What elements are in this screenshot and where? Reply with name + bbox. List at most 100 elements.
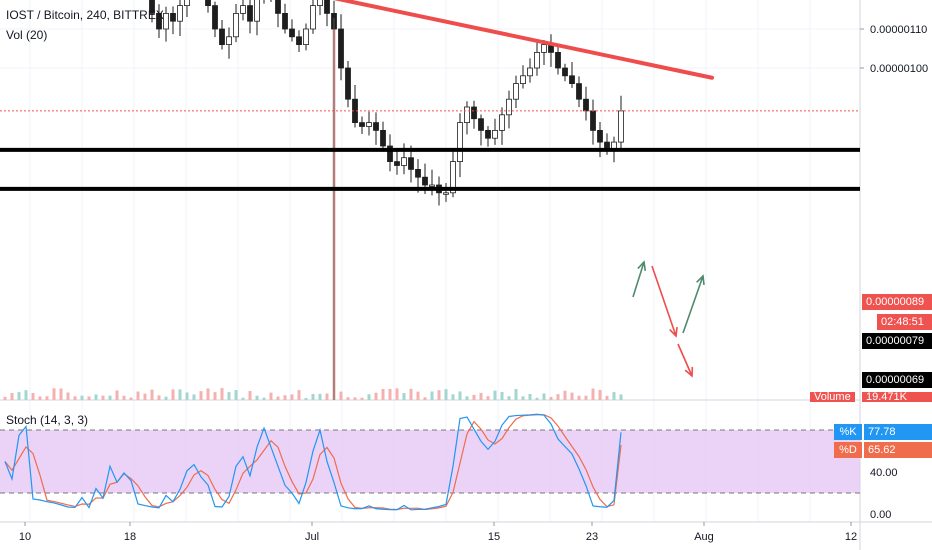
time-tick-label: Jul xyxy=(305,531,319,543)
volume-bar xyxy=(318,393,322,400)
time-axis[interactable]: 1018Jul1523Aug1220 xyxy=(19,522,932,543)
volume-bar xyxy=(24,390,28,400)
candle-body xyxy=(583,98,589,112)
volume-bar xyxy=(381,389,385,400)
candle-body xyxy=(478,118,484,131)
volume-indicator-label[interactable]: Vol (20) xyxy=(6,28,48,42)
candle-body xyxy=(401,157,407,166)
volume-bar xyxy=(311,393,315,400)
volume-bar xyxy=(52,388,56,400)
candle-body xyxy=(282,12,288,30)
forecast-arrow-down-1 xyxy=(651,265,677,337)
volume-bar xyxy=(514,389,518,400)
volume-bar xyxy=(472,394,476,400)
support-2-badge: 0.00000069 xyxy=(862,372,932,388)
stoch-band xyxy=(0,430,860,493)
stoch-d-value: 65.62 xyxy=(864,442,932,458)
candle-body xyxy=(415,168,421,178)
volume-bar xyxy=(458,391,462,400)
time-tick-label: 12 xyxy=(845,531,857,543)
volume-bar xyxy=(17,392,21,400)
volume-bar xyxy=(549,396,553,400)
time-tick-label: 23 xyxy=(586,531,598,543)
candle-body xyxy=(394,161,400,166)
volume-bar xyxy=(143,393,147,400)
volume-bar xyxy=(486,396,490,400)
forecast-arrow-up-1 xyxy=(632,261,645,298)
candle-body xyxy=(513,83,519,100)
volume-bar xyxy=(346,397,350,400)
volume-bar xyxy=(409,388,413,400)
volume-bar xyxy=(507,396,511,400)
volume-bar xyxy=(178,389,182,400)
volume-bar xyxy=(94,394,98,400)
volume-bar xyxy=(171,389,175,400)
volume-bar xyxy=(479,392,483,400)
volume-bar xyxy=(66,392,70,400)
price-axis[interactable]: 0.000001600.000001500.000001400.00000130… xyxy=(860,0,928,75)
volume-bar xyxy=(248,391,252,400)
volume-bar xyxy=(444,389,448,400)
candle-body xyxy=(422,176,428,186)
volume-bar xyxy=(360,397,364,400)
volume-bar xyxy=(598,389,602,400)
time-tick-label: 15 xyxy=(488,531,500,543)
forecast-arrow-up-2-head xyxy=(696,274,705,286)
volume-bar xyxy=(325,393,329,400)
volume-bar xyxy=(227,392,231,400)
stoch-d-label: %D xyxy=(834,442,862,458)
volume-bar xyxy=(276,396,280,400)
candle-body xyxy=(471,106,477,120)
candle-body xyxy=(163,12,169,30)
volume-label-badge: Volume xyxy=(810,392,855,402)
stoch-d-line xyxy=(4,414,622,511)
candle-body xyxy=(429,184,435,187)
candle-body xyxy=(289,28,295,38)
stoch-tick-label: 0.00 xyxy=(870,509,891,521)
volume-bar xyxy=(241,397,245,400)
forecast-arrow-up-1-head xyxy=(637,260,647,272)
forecast-arrow-down-2 xyxy=(677,343,693,377)
stoch-k-line xyxy=(4,413,622,511)
volume-bar xyxy=(493,390,497,400)
volume-bar xyxy=(38,396,42,400)
candle-body xyxy=(457,122,463,162)
stoch-tick-label: 40.00 xyxy=(870,467,898,479)
volume-bar xyxy=(556,394,560,400)
volume-bar xyxy=(521,396,525,400)
candle-body xyxy=(380,129,386,147)
candle-body xyxy=(562,67,568,77)
candle-body xyxy=(233,12,239,38)
volume-bar xyxy=(619,394,623,400)
candle-body xyxy=(296,36,302,45)
volume-bar xyxy=(206,388,210,400)
candle-body xyxy=(541,44,547,53)
volume-bar xyxy=(157,395,161,400)
volume-bar xyxy=(535,397,539,400)
volume-bar xyxy=(451,394,455,400)
last-price-badge: 0.00000089 xyxy=(862,294,932,310)
volume-bar xyxy=(374,392,378,400)
volume-bar xyxy=(395,388,399,400)
candle-body xyxy=(317,0,323,7)
volume-bar xyxy=(262,397,266,400)
volume-bar xyxy=(437,390,441,400)
stoch-indicator-label[interactable]: Stoch (14, 3, 3) xyxy=(6,413,89,427)
volume-bar xyxy=(290,394,294,400)
volume-bar xyxy=(528,393,532,400)
volume-bar xyxy=(591,388,595,400)
symbol-title: IOST / Bitcoin, 240, BITTREX xyxy=(6,8,164,22)
time-tick-label: Aug xyxy=(694,531,714,543)
candle-body xyxy=(345,67,351,100)
volume-bar xyxy=(136,391,140,400)
volume-value-badge: 19.471K xyxy=(862,392,932,402)
candle-body xyxy=(205,0,211,7)
candle-body xyxy=(184,0,190,7)
volume-bar xyxy=(185,392,189,400)
volume-bar xyxy=(234,390,238,400)
volume-bar xyxy=(269,392,273,400)
volume-bar xyxy=(416,391,420,400)
candle-body xyxy=(212,5,218,30)
volume-bar xyxy=(402,393,406,400)
